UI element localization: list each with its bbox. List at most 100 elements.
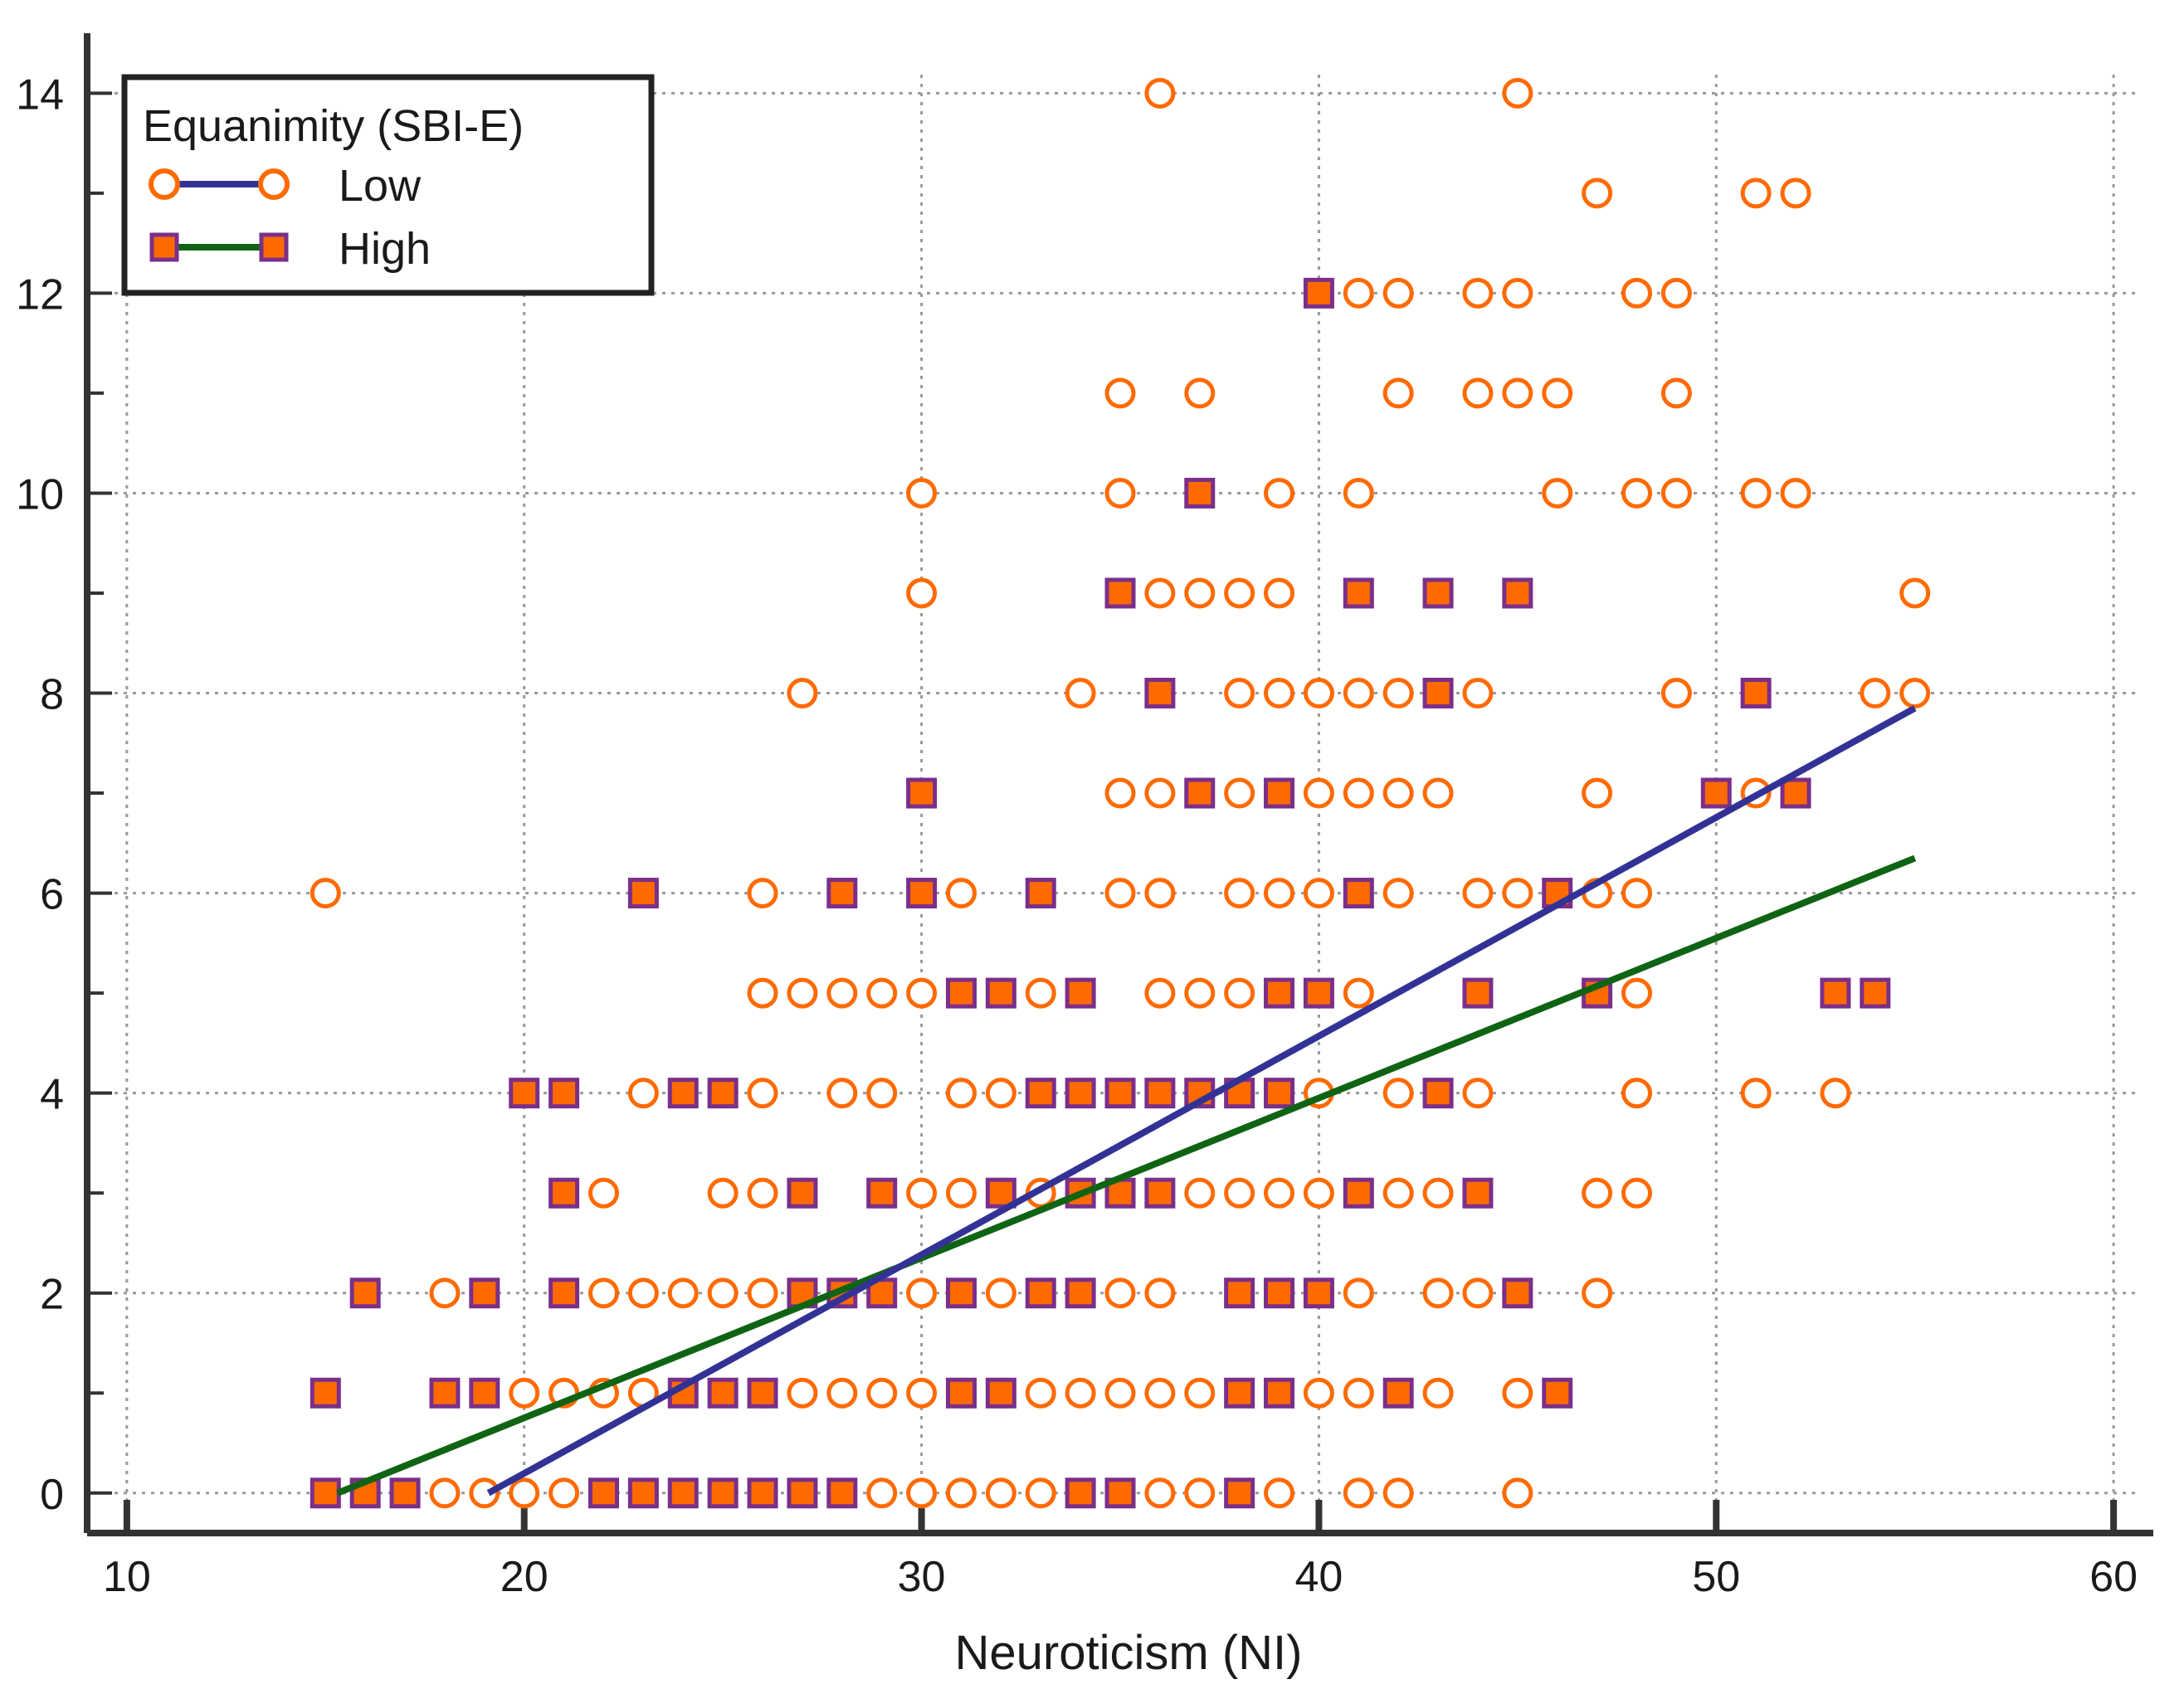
point-high [945,1278,977,1309]
point-high [1264,1078,1295,1109]
point-low [1104,1377,1136,1409]
point-high [1740,678,1772,709]
point-low [1502,1377,1533,1409]
point-high [1303,277,1334,309]
point-low [866,1477,898,1509]
point-low [1502,878,1533,909]
series-high-points [310,277,1891,1509]
point-low [1303,777,1334,809]
point-high [310,1377,341,1409]
point-high [707,1477,739,1509]
point-high [906,878,938,909]
tick-labels: 0 2 4 6 8 10 12 14 10 20 30 40 50 60 [16,71,2138,1601]
point-low [1382,1078,1414,1109]
x-tick-label: 60 [2089,1553,2138,1601]
point-low [1860,678,1891,709]
x-tick-label: 50 [1692,1553,1740,1601]
point-low [1144,1278,1176,1309]
point-high [826,878,858,909]
legend: Equanimity (SBI-E) Low High [121,74,655,296]
point-high [1422,1078,1454,1109]
y-tick-label: 6 [40,871,64,919]
point-low [1899,577,1931,609]
point-low [1660,377,1692,409]
point-low [787,678,818,709]
point-high [667,1477,699,1509]
point-low [866,977,898,1009]
point-high [1144,1078,1176,1109]
point-low [1502,77,1533,109]
legend-marker-low [258,168,290,200]
y-tick-label: 10 [16,470,64,518]
point-high [906,777,938,809]
point-high [1184,477,1216,509]
point-low [1780,178,1811,209]
y-tick-label: 4 [40,1071,64,1119]
point-high [548,1177,580,1209]
point-high [548,1078,580,1109]
point-low [747,1278,778,1309]
point-low [1025,1377,1056,1409]
point-high [1542,1377,1573,1409]
point-low [1462,1278,1494,1309]
point-high [469,1278,500,1309]
point-high [627,1477,659,1509]
point-low [1184,1477,1216,1509]
point-low [469,1477,500,1509]
point-low [1303,1377,1334,1409]
tick-marks [87,91,2118,1533]
point-low [1740,1078,1772,1109]
point-high [1104,577,1136,609]
point-low [945,1177,977,1209]
point-low [1660,678,1692,709]
point-high [707,1078,739,1109]
point-low [1303,678,1334,709]
point-low [906,977,938,1009]
point-low [787,977,818,1009]
point-low [1621,878,1652,909]
point-low [627,1278,659,1309]
point-low [627,1078,659,1109]
point-low [1144,577,1176,609]
point-high [985,1377,1016,1409]
point-low [1740,477,1772,509]
axes [84,33,2153,1536]
point-low [1660,277,1692,309]
point-high [548,1278,580,1309]
point-low [1144,1377,1176,1409]
point-low [1502,277,1533,309]
point-low [866,1377,898,1409]
point-high [1025,1278,1056,1309]
point-low [1502,1477,1533,1509]
point-low [1025,977,1056,1009]
point-low [1184,577,1216,609]
point-low [826,1377,858,1409]
point-high [1264,977,1295,1009]
legend-marker-low [149,168,180,200]
point-low [1542,377,1573,409]
point-low [906,477,938,509]
point-high [1264,777,1295,809]
point-low [1184,377,1216,409]
point-high [1224,1278,1255,1309]
point-low [1462,678,1494,709]
point-high [707,1377,739,1409]
point-low [1264,878,1295,909]
point-high [1224,1377,1255,1409]
legend-title: Equanimity (SBI-E) [143,101,524,151]
point-high [1025,1078,1056,1109]
point-low [1621,1078,1652,1109]
point-low [1224,577,1255,609]
point-low [1025,1477,1056,1509]
point-high [1144,678,1176,709]
point-low [985,1078,1016,1109]
point-high [1422,577,1454,609]
point-low [1264,1477,1295,1509]
point-high [747,1477,778,1509]
point-low [945,1477,977,1509]
point-high [1065,1278,1096,1309]
point-low [1502,377,1533,409]
point-high [1184,777,1216,809]
x-tick-label: 30 [898,1553,946,1601]
point-high [429,1377,461,1409]
